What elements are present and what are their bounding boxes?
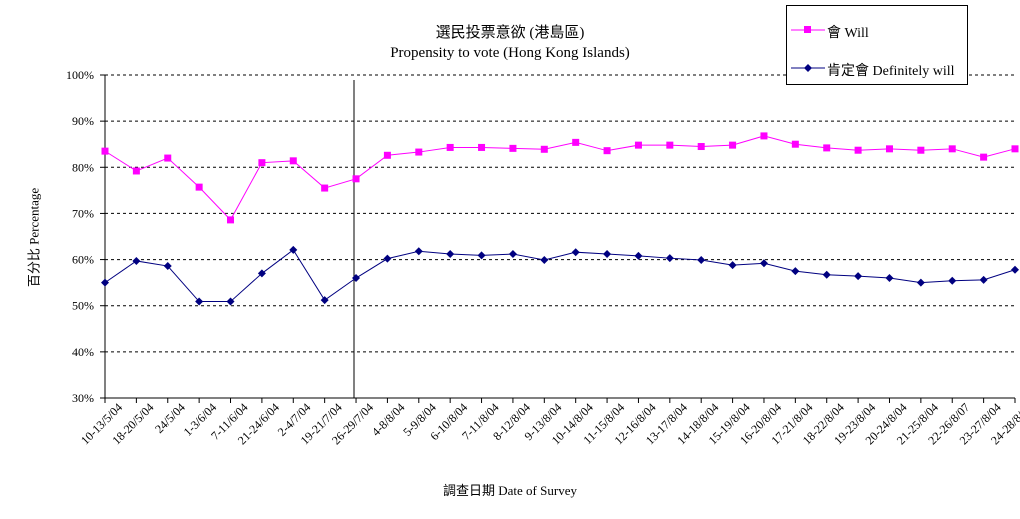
data-point [822, 270, 831, 279]
data-point [508, 250, 517, 259]
series-0 [101, 132, 1019, 224]
data-point [697, 256, 706, 265]
data-point [352, 274, 361, 283]
data-point [477, 251, 486, 260]
data-point [571, 248, 580, 257]
y-tick-label: 80% [72, 160, 94, 174]
data-point [916, 278, 925, 287]
data-point [227, 216, 235, 224]
data-point [854, 272, 863, 281]
data-point [195, 183, 203, 191]
data-point [352, 175, 360, 183]
data-point [446, 143, 454, 151]
chart-subtitle: Propensity to vote (Hong Kong Islands) [390, 45, 630, 61]
data-point [885, 145, 893, 153]
legend-item-will: 會 Will [787, 20, 969, 41]
data-point [634, 251, 643, 260]
data-point [540, 256, 549, 265]
data-point [980, 153, 988, 161]
data-point [226, 297, 235, 306]
data-point [791, 267, 800, 276]
data-point [854, 146, 862, 154]
data-point [917, 146, 925, 154]
data-point [728, 261, 737, 270]
data-point [791, 140, 799, 148]
series-layer [101, 132, 1019, 306]
data-point [164, 154, 172, 162]
data-point [414, 247, 423, 256]
data-point [759, 259, 768, 268]
chart-title: 選民投票意欲 (港島區) [435, 25, 585, 41]
data-point [603, 250, 612, 259]
legend-label-definitely-will: 肯定會 Definitely will [827, 64, 955, 79]
data-point [634, 141, 642, 149]
data-point [195, 297, 204, 306]
data-point [101, 147, 109, 155]
data-point [257, 269, 266, 278]
data-point [760, 132, 768, 140]
legend-label-will: 會 Will [827, 26, 869, 41]
x-tick-label: 4-8/8/04 [369, 400, 408, 439]
series-1 [101, 245, 1019, 306]
data-point [446, 250, 455, 259]
y-tick-label: 100% [66, 68, 94, 82]
data-point [885, 274, 894, 283]
data-point [540, 145, 548, 153]
data-point [320, 296, 329, 305]
data-point [1011, 145, 1019, 153]
data-point [665, 254, 674, 263]
data-point [1011, 265, 1019, 274]
data-point [478, 143, 486, 151]
data-point [979, 275, 988, 284]
data-point [666, 141, 674, 149]
data-point [948, 145, 956, 153]
x-axis-label: 調查日期 Date of Survey [443, 483, 577, 498]
data-point [258, 159, 266, 167]
data-point [289, 157, 297, 165]
legend-swatch-definitely-will [791, 64, 825, 72]
data-point [948, 276, 957, 285]
data-point [132, 167, 140, 175]
gridlines [104, 74, 1015, 399]
data-point [509, 144, 517, 152]
y-axis-label: 百分比 Percentage [26, 187, 42, 288]
x-axis-ticks: 10-13/5/0418-20/5/0424/5/041-3/6/047-11/… [78, 398, 1020, 447]
series-line [104, 249, 1016, 303]
legend: 會 Will 肯定會 Definitely will [786, 5, 968, 85]
y-tick-label: 30% [72, 391, 94, 405]
y-tick-label: 40% [72, 345, 94, 359]
y-tick-label: 70% [72, 206, 94, 220]
data-point [132, 256, 141, 265]
data-point [823, 144, 831, 152]
data-point [101, 278, 109, 287]
y-tick-label: 50% [72, 299, 94, 313]
data-point [289, 245, 298, 254]
data-point [163, 262, 172, 271]
series-line [104, 135, 1016, 221]
data-point [321, 184, 329, 192]
data-point [729, 141, 737, 149]
legend-item-definitely-will: 肯定會 Definitely will [787, 58, 969, 79]
y-tick-label: 90% [72, 114, 94, 128]
data-point [697, 143, 705, 151]
data-point [383, 151, 391, 159]
y-tick-label: 60% [72, 253, 94, 267]
data-point [383, 254, 392, 263]
data-point [603, 147, 611, 155]
legend-swatch-will [791, 26, 825, 33]
y-axis-ticks: 30% 40% 50% 60% 70% 80% 90% 100% [66, 68, 105, 405]
data-point [415, 148, 423, 156]
data-point [572, 138, 580, 146]
